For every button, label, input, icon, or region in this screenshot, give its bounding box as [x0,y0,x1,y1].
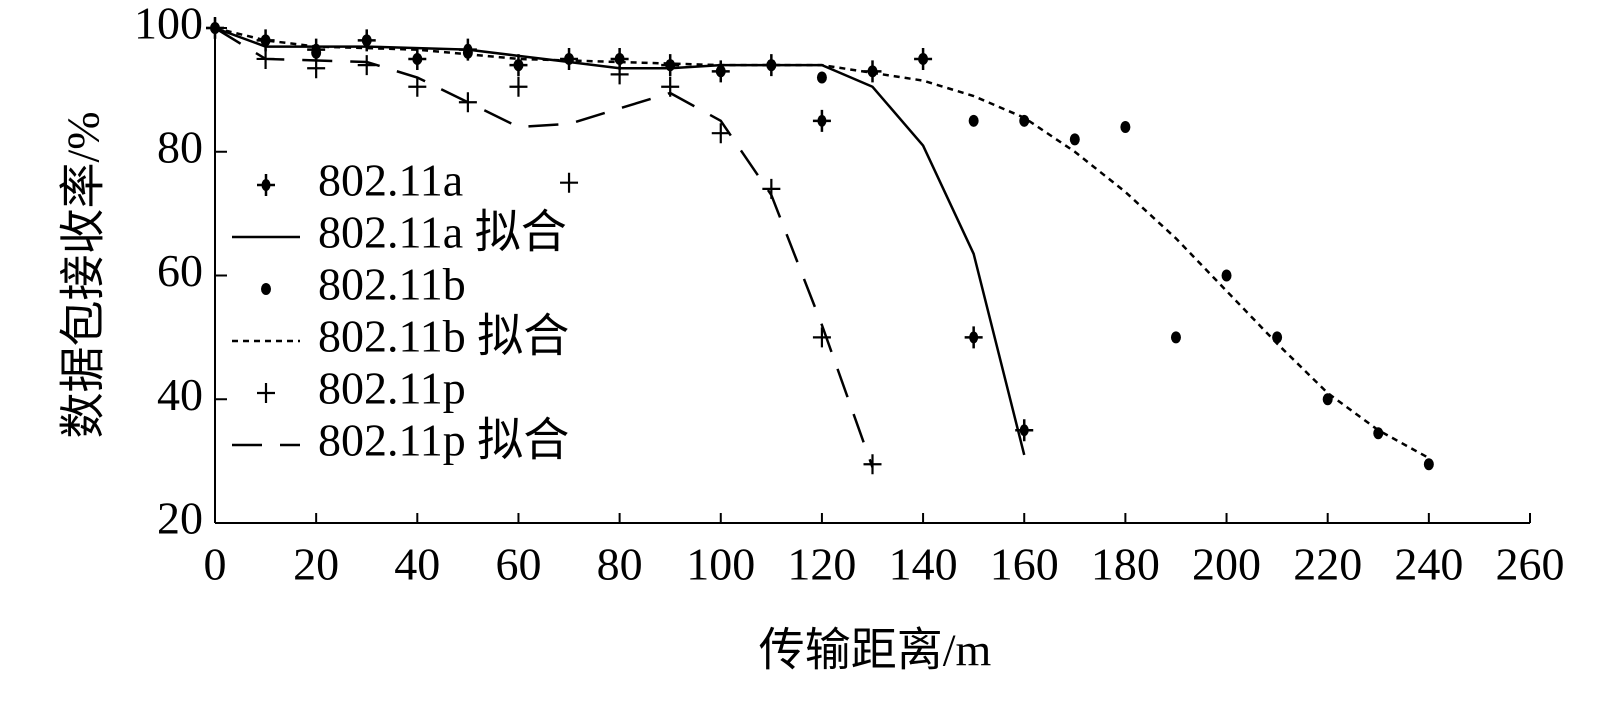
marker-shape [1423,458,1434,471]
x-tick-label: 200 [1192,539,1261,590]
x-tick-label: 140 [889,539,958,590]
marker [361,34,372,47]
x-tick-label: 260 [1496,539,1565,590]
marker [812,327,831,348]
marker [812,109,831,132]
marker-shape [261,179,271,191]
marker [816,71,827,84]
marker-shape [766,59,777,72]
marker-shape [311,46,322,59]
marker-shape [1170,331,1181,344]
marker [964,326,983,349]
marker-shape [918,52,929,65]
legend-label: 802.11p 拟合 [318,415,569,466]
x-tick-label: 120 [787,539,856,590]
marker-shape [564,52,575,65]
marker [462,46,473,59]
marker [1170,331,1181,344]
fit-line [214,26,1026,456]
marker [1221,269,1232,282]
x-tick-label: 60 [495,539,541,590]
marker [513,59,524,72]
marker-shape [560,172,579,193]
marker-shape [665,59,676,72]
marker-shape [361,34,372,47]
y-axis-label: 数据包接收率/% [58,111,109,438]
marker [412,52,423,65]
legend-marker [257,174,275,196]
marker [564,52,575,65]
marker-shape [513,59,524,72]
marker [1120,121,1131,133]
x-tick-label: 20 [293,539,339,590]
x-tick-label: 40 [394,539,440,590]
legend-marker [261,283,271,295]
marker-shape [1019,424,1029,437]
marker [968,114,979,127]
marker [560,172,579,193]
marker-shape [816,71,827,84]
marker-shape [1120,121,1131,133]
marker [1423,458,1434,471]
legend-label: 802.11a [318,155,463,206]
fit-line [214,26,1430,460]
marker [918,52,929,65]
marker [766,59,777,72]
x-tick-label: 180 [1091,539,1160,590]
legend-label: 802.11a 拟合 [318,207,567,258]
y-tick-label: 40 [157,369,203,420]
marker [1015,419,1034,442]
legend-label: 802.11b [318,259,466,310]
marker-shape [261,283,271,295]
fit-line [214,26,874,468]
marker-shape [817,114,827,127]
marker-shape [867,65,878,78]
legend-label: 802.11p [318,363,466,414]
marker-shape [610,64,629,85]
marker-shape [711,123,730,144]
marker [1069,133,1080,146]
marker [867,65,878,78]
marker-shape [968,114,979,127]
marker-shape [1221,269,1232,282]
marker-shape [715,65,726,78]
marker-shape [1069,133,1080,146]
y-tick-label: 100 [134,0,203,49]
marker [715,65,726,78]
legend-label: 802.11b 拟合 [318,311,569,362]
marker [665,59,676,72]
marker [509,76,528,97]
legend-marker [257,383,275,403]
x-tick-label: 80 [597,539,643,590]
x-tick-label: 220 [1293,539,1362,590]
marker [408,76,427,97]
marker [311,46,322,59]
marker [1373,427,1384,440]
x-tick-label: 160 [990,539,1059,590]
marker [711,123,730,144]
y-tick-label: 80 [157,121,203,172]
x-axis-label: 传输距离/m [759,625,992,676]
marker-shape [812,327,831,348]
y-tick-label: 20 [157,493,203,544]
x-tick-label: 240 [1394,539,1463,590]
marker-shape [462,46,473,59]
y-tick-label: 60 [157,245,203,296]
marker-shape [408,76,427,97]
marker-shape [509,76,528,97]
marker [260,34,271,47]
marker-shape [969,331,979,344]
marker-shape [257,383,275,403]
x-tick-label: 100 [686,539,755,590]
marker-shape [260,34,271,47]
marker-shape [412,52,423,65]
marker [610,64,629,85]
x-tick-label: 0 [204,539,227,590]
marker-shape [1373,427,1384,440]
